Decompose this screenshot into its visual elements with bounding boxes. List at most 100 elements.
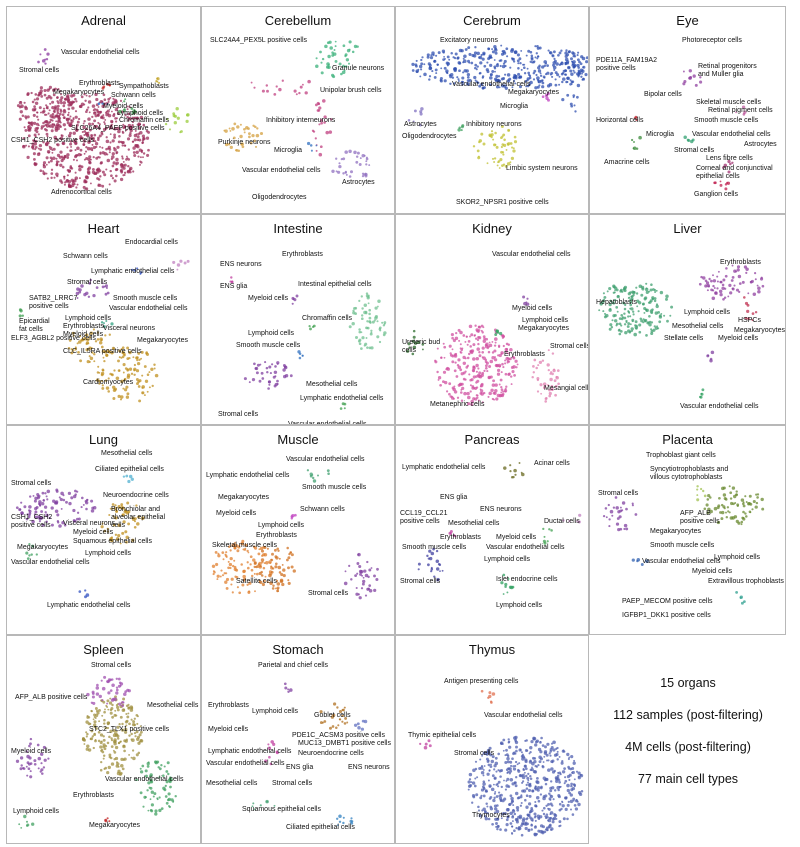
panel-cerebellum: Cerebellum SLC24A4_PEX5L positive cells Gr… [201,6,395,214]
summary-samples: 112 samples (post-filtering) [613,708,763,722]
cell-type-label: Thymic epithelial cells [408,732,477,739]
cell-type-label: Squamous epithelial cells [73,538,152,545]
cell-cluster [503,462,525,479]
cell-cluster [75,278,110,299]
cell-type-label: Myeloid cells [11,748,52,755]
cell-cluster [100,319,114,328]
cell-cluster [86,675,131,708]
umap-scatter [15,675,177,829]
cell-cluster [18,308,24,318]
cell-cluster [104,817,111,823]
cell-cluster [306,469,330,483]
cell-cluster [37,48,50,65]
cell-cluster [480,689,496,704]
cell-cluster [97,102,109,106]
cell-type-label: Smooth muscle cells [694,117,759,124]
panel-heart: Heart Endocardial cells Schwann cells Lymph… [6,214,201,425]
cell-type-label: Sympathoblasts [119,83,169,90]
cell-type-label: Erythroblasts [208,702,249,709]
cell-type-label: Thymocytes [472,812,510,819]
cell-cluster [15,737,50,779]
panel-title: Liver [673,221,702,236]
cell-cluster [735,105,747,116]
cell-type-label: Myeloid cells [73,529,114,536]
cell-type-label: Lymphatic endothelial cells [208,748,292,755]
cell-type-label: SLC24A4_PEX5L positive cells [210,37,308,44]
cell-type-label: Megakaryocytes [518,325,569,332]
cell-type-label: CCL19_CCL21 positive cells [400,510,448,525]
cell-cluster [411,44,588,90]
cell-type-label: Visceral neurons [63,520,116,527]
cell-cluster [346,40,359,54]
cell-cluster [283,682,293,693]
summary-cells: 4M cells (post-filtering) [625,740,751,754]
cell-type-label: Vascular endothelial cells [692,131,771,138]
cell-type-label: Purkinje neurons [218,139,271,146]
cell-type-label: Lymphoid cells [85,550,132,557]
cell-type-label: Vascular endothelial cells [61,49,140,56]
cell-type-label: Adrenocortical cells [51,189,112,196]
panel-lung: Lung Mesothelial cells Ciliated epithelial… [6,425,201,635]
cell-type-label: Megakaryocytes [650,528,701,535]
cell-type-label: CLC_IL5RA positive cells [63,348,142,355]
panel-intestine: Intestine Erythroblasts ENS neurons Intesti… [201,214,395,425]
cell-type-label: Lymphoid cells [258,522,305,529]
panel-placenta: Placenta Trophoblast giant cells Syncytiot… [589,425,786,635]
cell-type-label: Mesothelial cells [448,520,500,527]
cell-type-label: SATB2_LRRC7 positive cells [29,295,78,310]
panel-title: Thymus [468,642,516,657]
cell-cluster [315,40,351,79]
cell-cluster [297,350,304,360]
panel-liver: Liver Erythroblasts Hepatoblasts Lymphoid c… [589,214,786,425]
cell-type-label: Lymphatic endothelial cells [402,464,486,471]
cell-type-label: Acinar cells [534,460,570,467]
panel-muscle: Muscle Vascular endothelial cells Lymphati… [201,425,395,635]
cell-type-label: Lymphatic endothelial cells [91,268,175,275]
cell-type-label: AFP_ALB positive cells [15,694,88,701]
cell-type-label: Hepatoblasts [596,299,637,306]
panel-title: Placenta [662,432,713,447]
cell-type-label: Inhibitory interneurons [266,117,336,124]
panel-title: Heart [87,221,120,236]
cell-cluster [223,122,264,152]
cell-type-label: Smooth muscle cells [650,542,715,549]
panel-thymus: Thymus Antigen presenting cells Vascular e… [395,635,589,844]
summary-box: 15 organs 112 samples (post-filtering) 4… [590,630,786,842]
cell-type-label: Stromal cells [11,480,52,487]
cell-cluster [561,60,581,113]
cell-cluster [448,530,457,538]
cell-cluster [16,85,78,138]
cell-cluster [25,543,38,560]
cell-type-label: Stellate cells [664,335,704,342]
cell-type-label: Bipolar cells [644,91,682,98]
cell-type-label: Myeloid cells [63,331,104,338]
cell-type-label: Lymphoid cells [65,315,112,322]
cell-type-label: Visceral neurons [103,325,156,332]
cell-type-label: Neuroendocrine cells [298,750,364,757]
cell-cluster [339,402,347,410]
cell-type-label: Myeloid cells [512,305,553,312]
cell-type-label: CSH1_CSH2 positive cells [11,514,53,529]
panel-title: Cerebrum [463,13,521,28]
panel-pancreas: Pancreas Lymphatic endothelial cells Acina… [395,425,589,635]
cell-type-label: PAEP_MECOM positive cells [622,598,713,605]
panel-title: Stomach [272,642,324,657]
umap-scatter [251,682,368,827]
cell-type-label: Myeloid cells [248,295,289,302]
cell-type-label: Skeletal muscle cells [212,542,277,549]
cell-cluster [155,77,161,84]
cell-type-label: ENS neurons [220,261,262,268]
cell-cluster [630,135,642,151]
cell-cluster [683,135,695,144]
cell-cluster [500,573,515,595]
panel-cerebrum: Cerebrum Excitatory neurons Vascular endot… [395,6,589,214]
cell-type-label: Stromal cells [454,750,495,757]
cell-type-label: Retinal pigment cells [708,107,773,114]
panel-title: Lung [89,432,118,447]
cell-type-label: Myeloid cells [103,103,144,110]
umap-scatter [419,689,584,837]
cell-type-label: Lymphoid cells [484,556,531,563]
cell-type-label: Myeloid cells [692,568,733,575]
cell-cluster [306,141,318,152]
cell-type-label: ENS glia [440,494,468,501]
